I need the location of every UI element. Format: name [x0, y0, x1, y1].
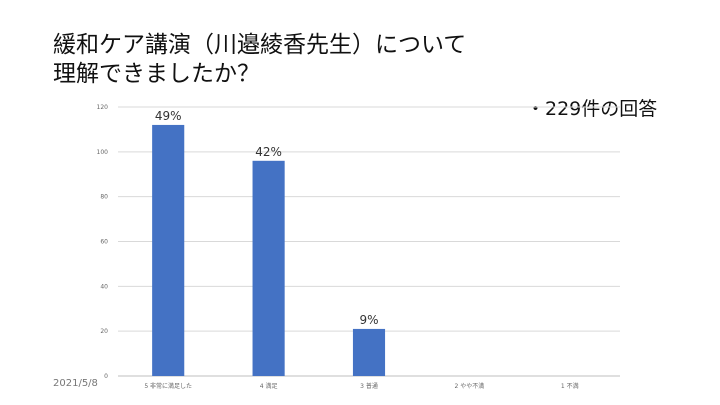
- slide-title: 緩和ケア講演（川邉綾香先生）について 理解できましたか？: [53, 31, 533, 89]
- data-label: 9%: [359, 313, 378, 327]
- bar-2: [252, 160, 285, 376]
- x-category-label: 1 不満: [561, 382, 579, 390]
- y-tick-label: 20: [100, 328, 108, 335]
- bar-3: [352, 328, 386, 376]
- slide-date: 2021/5/8: [53, 378, 98, 389]
- y-tick-label: 40: [100, 283, 108, 290]
- x-category-label: 2 やや不満: [455, 382, 485, 390]
- y-tick-label: 60: [100, 239, 108, 246]
- y-tick-label: 100: [97, 149, 109, 156]
- data-label: 42%: [255, 145, 282, 159]
- y-tick-label: 120: [97, 104, 109, 111]
- bar-1: [152, 124, 185, 376]
- x-category-label: 5 非常に満足した: [144, 382, 192, 390]
- x-category-label: 4 満足: [260, 382, 278, 390]
- x-category-label: 3 普通: [360, 382, 378, 390]
- y-tick-label: 0: [104, 373, 108, 380]
- y-tick-label: 80: [100, 194, 108, 201]
- slide-title-line-2: 理解できましたか？: [53, 61, 260, 87]
- response-count: ・229件の回答: [526, 98, 658, 120]
- data-label: 49%: [155, 109, 182, 123]
- slide-title-line-1: 緩和ケア講演（川邉綾香先生）について: [53, 32, 467, 58]
